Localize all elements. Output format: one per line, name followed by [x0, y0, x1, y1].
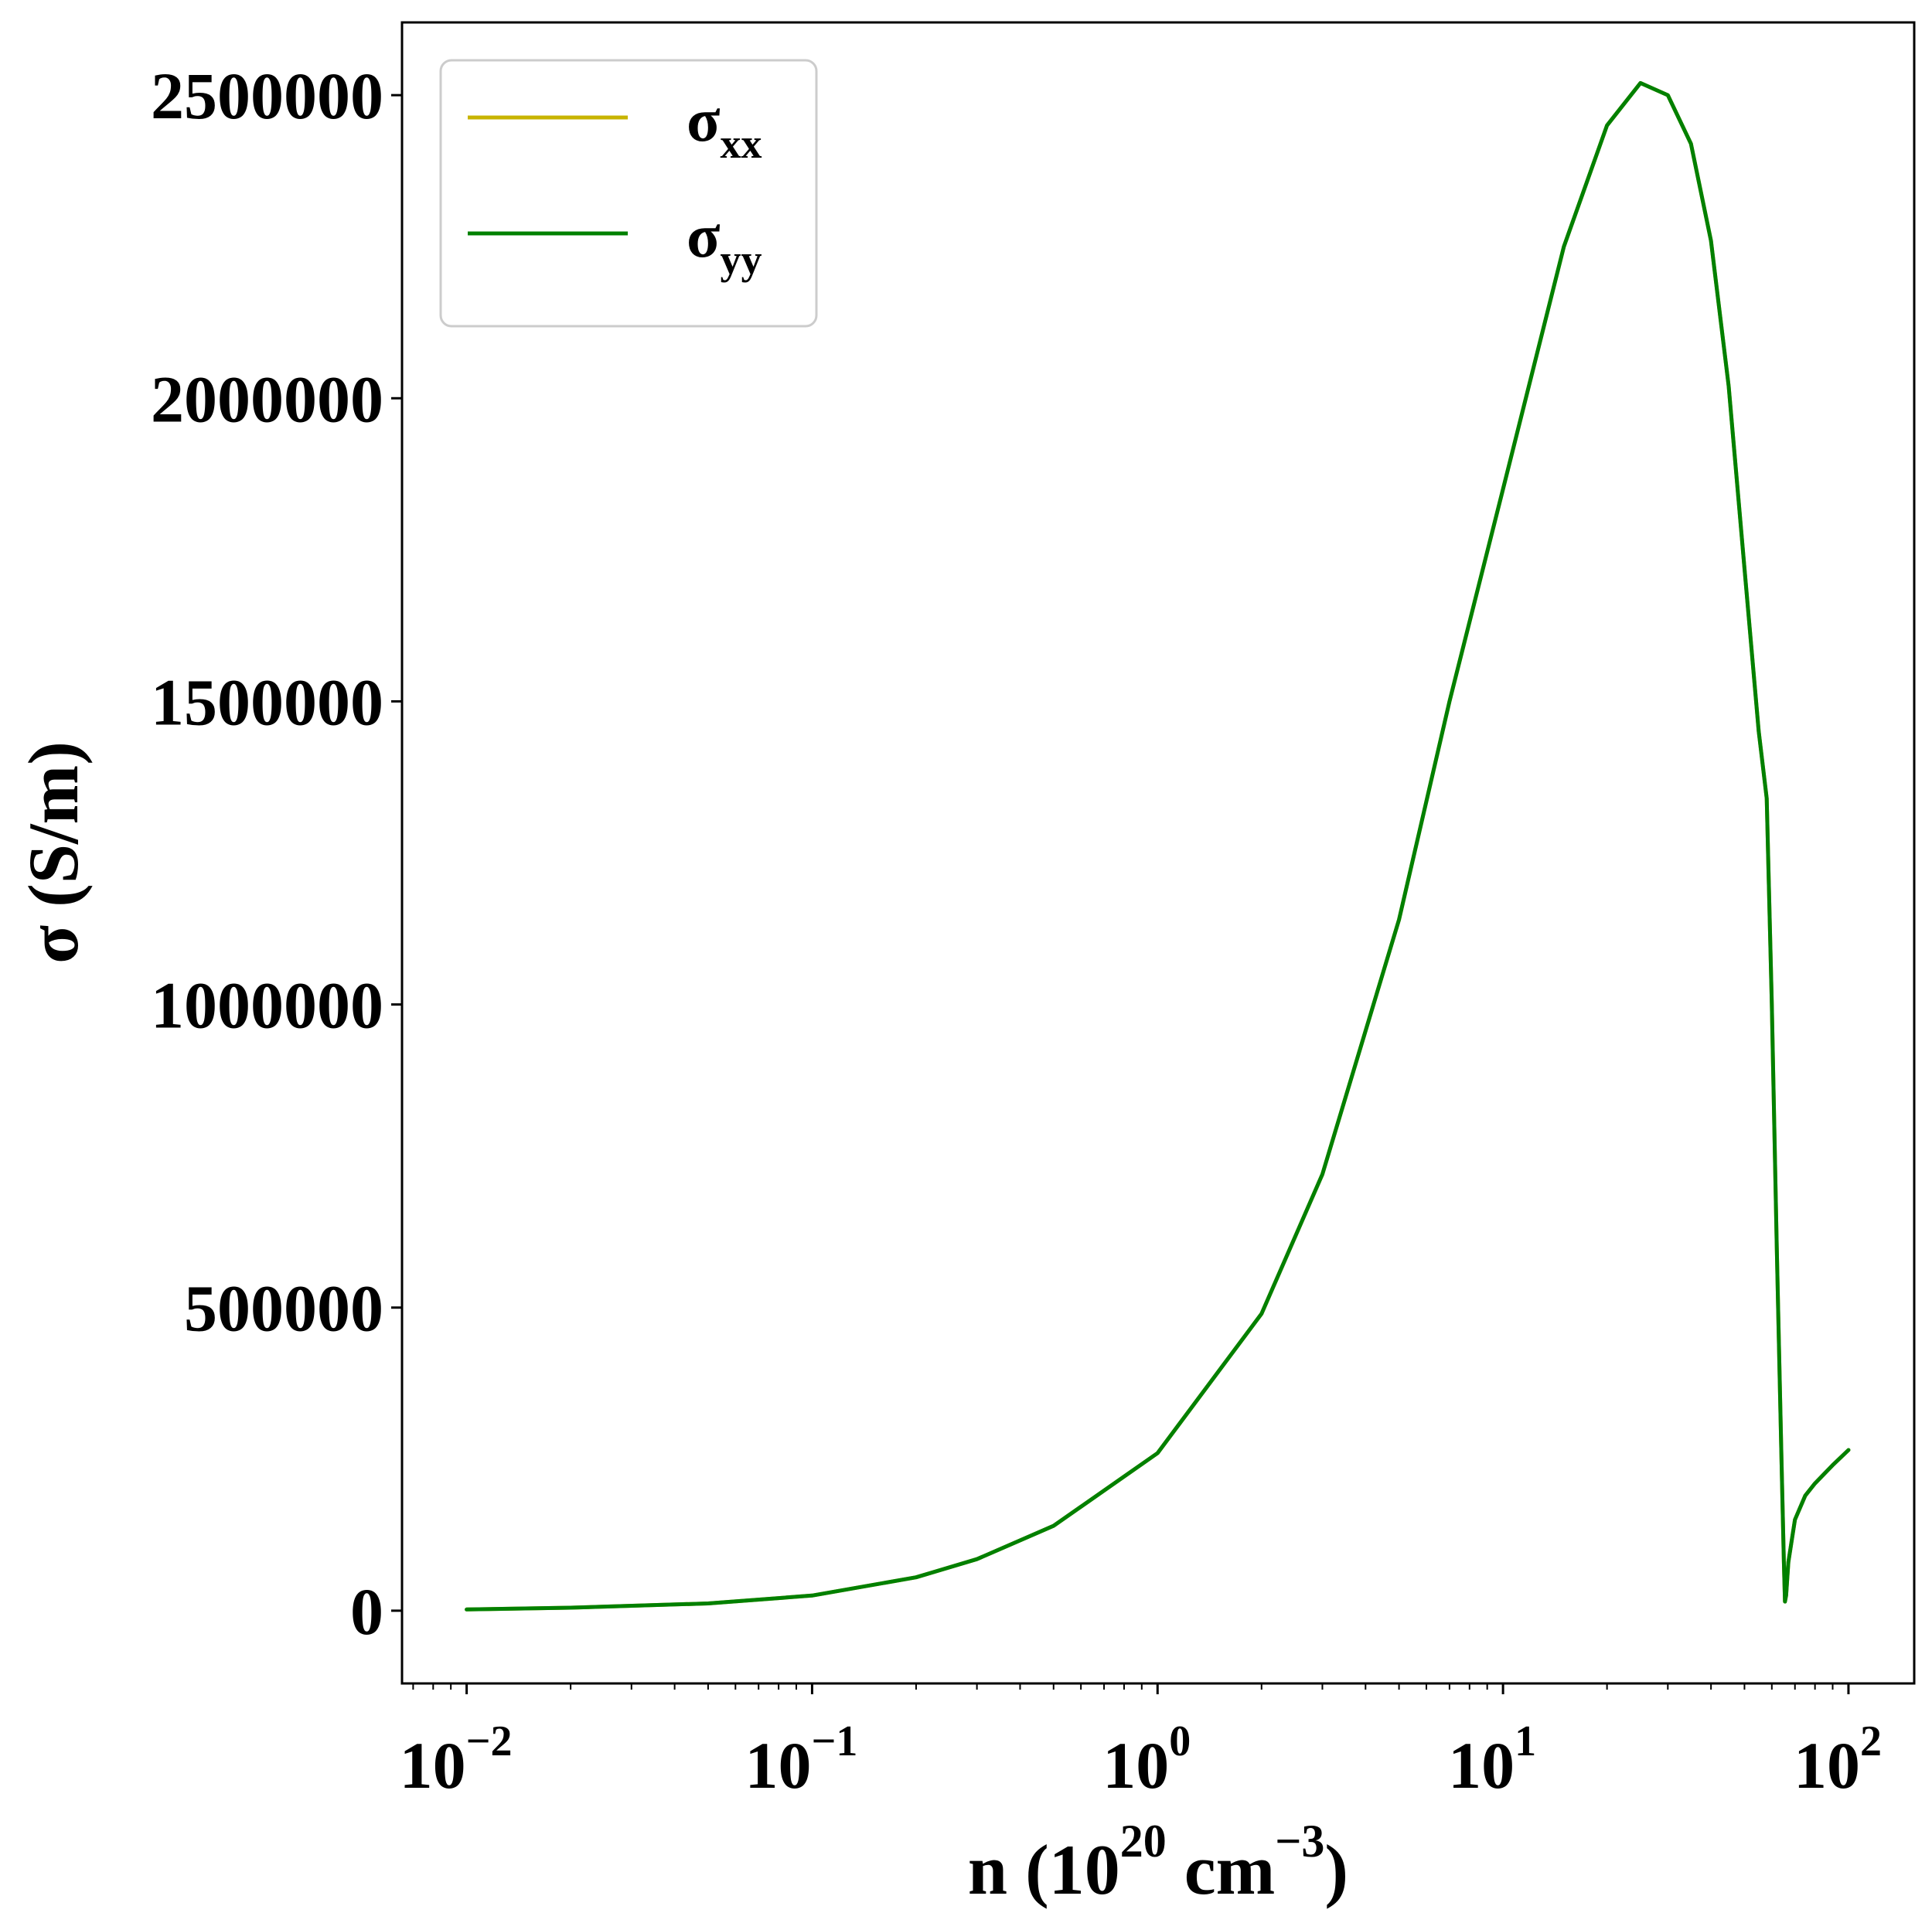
x-tick-label: 10−2 [400, 1717, 513, 1802]
x-tick-label: 10−1 [745, 1717, 857, 1802]
legend-subscript: yy [721, 237, 762, 283]
x-tick-label: 102 [1794, 1717, 1882, 1802]
legend-symbol: σ [687, 87, 721, 155]
x-ticks: 10−2 10−1 100 101 102 [400, 1683, 1882, 1802]
x-minor-ticks [412, 1683, 1834, 1690]
x-axis-label-suffix: ) [1324, 1830, 1348, 1909]
x-tick-label: 101 [1448, 1717, 1536, 1802]
x-axis-label: n (1020 cm−3) [968, 1816, 1348, 1909]
legend-subscript: xx [721, 121, 762, 167]
legend-box [439, 59, 818, 328]
x-axis-label-sup1: 20 [1120, 1816, 1167, 1867]
series-layer [465, 80, 1851, 1612]
y-tick-label: 1500000 [151, 665, 383, 739]
y-ticks: 0 500000 1000000 1500000 2000000 2500000 [151, 59, 402, 1649]
y-tick-label: 1000000 [151, 968, 383, 1043]
y-tick-label: 2500000 [151, 59, 383, 133]
y-tick-label: 0 [350, 1574, 383, 1649]
x-axis-label-middle: cm [1167, 1830, 1275, 1909]
legend-symbol: σ [687, 203, 721, 271]
legend-label-sigma-xx: σxx [687, 87, 762, 167]
x-axis-label-prefix: n (10 [968, 1830, 1120, 1909]
x-tick-label: 100 [1102, 1717, 1191, 1802]
legend-label-sigma-yy: σyy [687, 203, 762, 283]
y-tick-label: 500000 [184, 1271, 383, 1346]
y-axis-label: σ (S/m) [14, 741, 93, 964]
y-tick-label: 2000000 [151, 362, 383, 436]
series-line-sigma-yy [465, 80, 1851, 1612]
legend: σxx σyy [439, 59, 818, 328]
x-axis-label-sup2: −3 [1275, 1816, 1324, 1867]
